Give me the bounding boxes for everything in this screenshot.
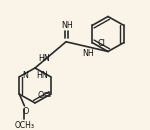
Text: OCH₃: OCH₃: [14, 121, 34, 130]
Text: NH: NH: [61, 21, 73, 30]
Text: HN: HN: [39, 54, 50, 63]
Text: O: O: [37, 91, 44, 100]
Text: Cl: Cl: [98, 39, 105, 48]
Text: HN: HN: [37, 71, 48, 80]
Text: N: N: [22, 71, 28, 80]
Text: O: O: [22, 107, 29, 116]
Text: NH: NH: [82, 49, 94, 58]
